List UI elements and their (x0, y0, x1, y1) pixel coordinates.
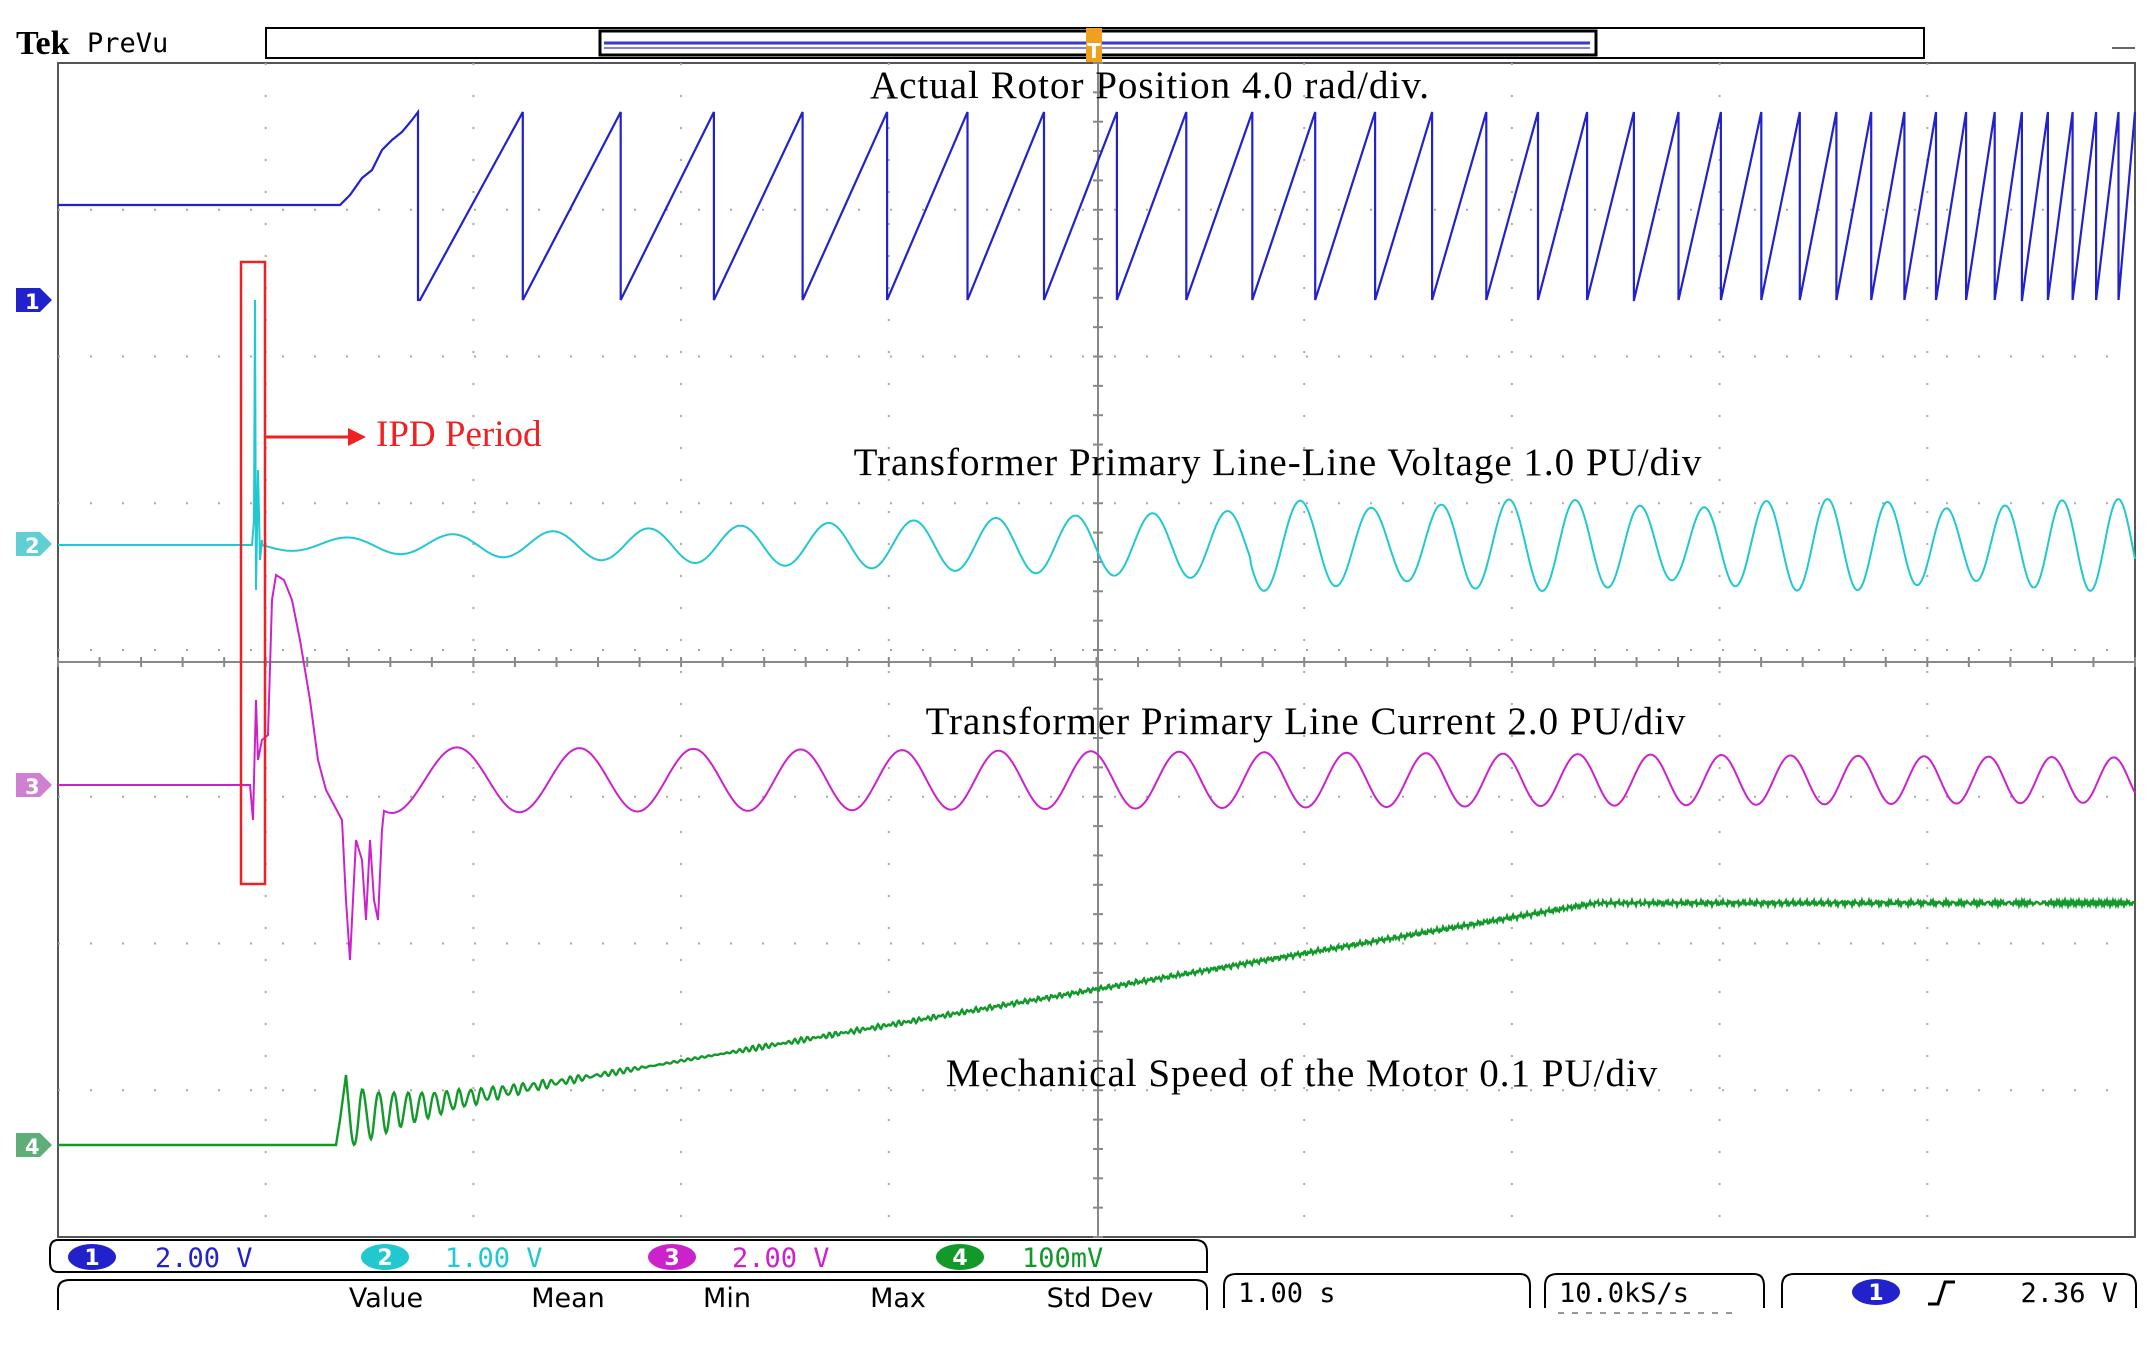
channel-marker-4[interactable]: 4 (16, 1133, 52, 1159)
rotor-position-trace (58, 108, 2137, 302)
brand-logo: Tek (16, 25, 70, 62)
measurement-header-mean: Mean (531, 1283, 605, 1314)
waveform-ch2 (58, 299, 2136, 593)
channel-marker-1-label: 1 (25, 290, 40, 314)
scope-header: Tek PreVu T (16, 25, 2135, 63)
channel-marker-4-label: 4 (25, 1135, 40, 1159)
trigger-level-value: 2.36 V (2020, 1278, 2118, 1309)
ch4-badge (936, 1244, 984, 1270)
measurement-header-stddev: Std Dev (1047, 1283, 1154, 1314)
ch3-badge-label: 3 (664, 1246, 679, 1271)
timebase-readout[interactable]: 1.00 s (1223, 1273, 1531, 1309)
ch2-badge (361, 1244, 409, 1270)
measurement-header-max: Max (870, 1283, 926, 1314)
voltage-trace (58, 299, 2136, 593)
series-label-ch1: Actual Rotor Position 4.0 rad/div. (870, 64, 1430, 107)
rising-edge-icon (1928, 1280, 1955, 1306)
ch3-badge (648, 1244, 696, 1270)
sample-rate-readout[interactable]: 10.0kS/s (1544, 1273, 1765, 1314)
channel-marker-3[interactable]: 3 (16, 773, 52, 799)
current-trace (58, 573, 2136, 961)
waveform-ch1 (58, 108, 2137, 302)
ch2-scale[interactable]: 2 1.00 V (361, 1243, 543, 1274)
trigger-position-marker[interactable]: T (1086, 28, 1102, 63)
ch2-scale-value: 1.00 V (445, 1243, 543, 1274)
channel-marker-3-label: 3 (25, 775, 40, 799)
trigger-source-badge (1852, 1279, 1900, 1305)
measurement-panel: Value Mean Min Max Std Dev (57, 1279, 1208, 1314)
measurement-header-min: Min (703, 1283, 751, 1314)
sample-rate-value: 10.0kS/s (1559, 1278, 1689, 1309)
trigger-readout[interactable]: 1 2.36 V (1781, 1273, 2137, 1309)
waveform-ch4 (58, 896, 2136, 1147)
trigger-source-label: 1 (1868, 1281, 1883, 1306)
ipd-period-label: IPD Period (376, 414, 542, 455)
ch3-scale[interactable]: 3 2.00 V (648, 1243, 830, 1274)
waveform-ch3 (58, 573, 2136, 961)
ch2-badge-label: 2 (377, 1246, 392, 1271)
trigger-position-label: T (1087, 39, 1101, 63)
series-label-ch4: Mechanical Speed of the Motor 0.1 PU/div (946, 1052, 1659, 1095)
channel-marker-2[interactable]: 2 (16, 532, 52, 558)
channel-marker-2-label: 2 (25, 534, 40, 558)
speed-trace (58, 896, 2136, 1147)
series-label-ch2: Transformer Primary Line-Line Voltage 1.… (854, 441, 1703, 484)
ch4-scale[interactable]: 4 100mV (936, 1243, 1103, 1274)
ch4-scale-value: 100mV (1022, 1243, 1103, 1274)
ch1-badge (68, 1244, 116, 1270)
ch1-scale[interactable]: 1 2.00 V (68, 1243, 253, 1274)
series-label-ch3: Transformer Primary Line Current 2.0 PU/… (926, 700, 1687, 743)
ipd-arrow-head (348, 428, 366, 446)
ipd-period-box (239, 260, 267, 886)
ch1-badge-label: 1 (84, 1246, 99, 1271)
ch1-scale-value: 2.00 V (155, 1243, 253, 1274)
measurement-header-value: Value (349, 1283, 423, 1314)
graticule (57, 62, 2136, 1238)
prevu-label: PreVu (87, 28, 168, 59)
channel-marker-1[interactable]: 1 (16, 288, 52, 314)
ch4-badge-label: 4 (952, 1246, 967, 1271)
ch3-scale-value: 2.00 V (732, 1243, 830, 1274)
ipd-annotation: IPD Period (239, 260, 542, 886)
timebase-value: 1.00 s (1238, 1278, 1336, 1309)
channel-scale-bar: 1 2.00 V 2 1.00 V 3 2.00 V 4 100mV (49, 1239, 1208, 1274)
